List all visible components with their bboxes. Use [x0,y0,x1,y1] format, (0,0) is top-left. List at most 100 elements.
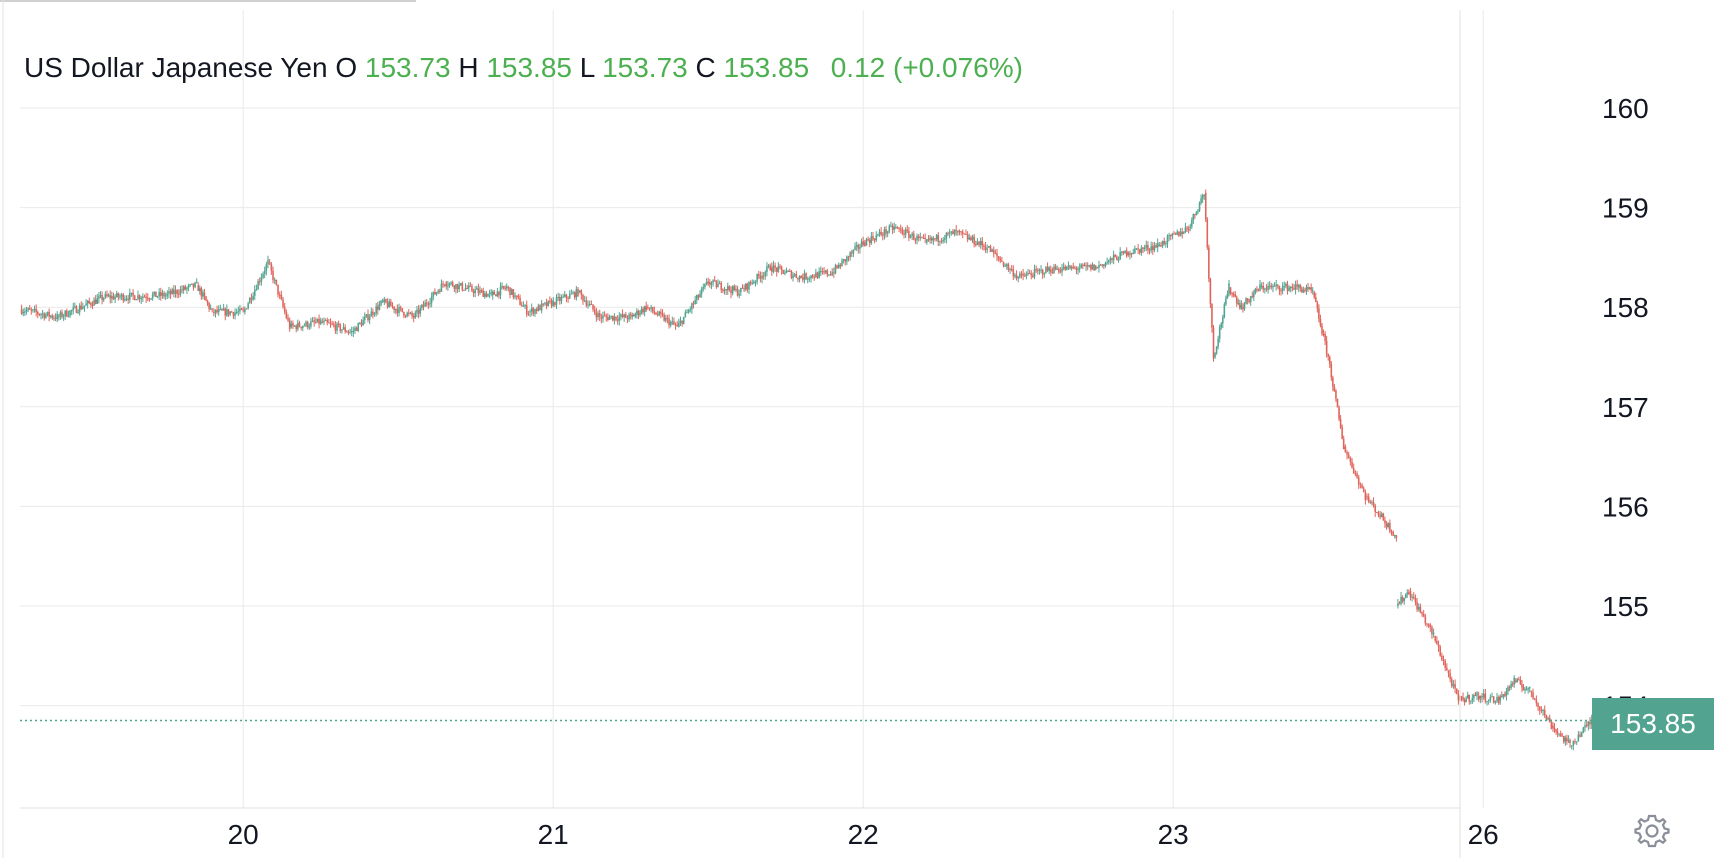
candle-body [150,298,152,300]
candle-body [115,293,118,297]
candle-body [1211,304,1213,328]
candle-body [1043,273,1046,275]
candle-body [921,237,923,239]
candle-body [1395,535,1398,538]
candle-body [375,306,377,314]
candle-body [308,326,311,328]
candle-body [145,296,147,299]
candle-body [1256,288,1258,290]
candle-body [534,309,536,314]
candle-body [1064,266,1067,270]
candle-body [1302,290,1305,293]
candle-body [525,305,528,314]
candle-body [826,270,829,275]
candle-body [357,323,360,331]
candle-body [800,276,802,278]
candle-body [466,288,468,290]
candle-body [842,259,845,261]
candle-body [1325,340,1328,354]
candle-body [997,256,1000,259]
candle-body [475,288,478,290]
candle-body [1225,298,1227,305]
candle-body [927,239,930,241]
candle-body [647,307,649,309]
candle-body [1125,250,1128,256]
candle-body [142,296,144,299]
candle-body [1364,492,1367,500]
candle-body [839,264,842,267]
candle-body [573,292,576,298]
candle-body [917,236,920,238]
candle-body [1127,252,1130,256]
candle-body [1281,286,1284,291]
candle-body [803,273,806,280]
candle-body [530,308,533,312]
candle-body [666,317,669,319]
candle-body [432,291,435,297]
candle-body [321,322,324,324]
candle-body [816,272,819,278]
candle-body [1315,297,1317,303]
y-tick-label: 158 [1602,292,1649,323]
candle-body [1390,531,1393,533]
candle-body [75,306,78,313]
candle-body [45,314,47,318]
candle-body [572,292,574,294]
candle-body [94,299,97,304]
candle-body [367,314,369,321]
candle-body [1153,245,1156,251]
candle-body [24,311,26,313]
candle-body [583,300,586,302]
candle-body [1048,267,1050,271]
candle-body [811,275,814,278]
candle-body [759,276,762,279]
candle-body [955,229,957,231]
candle-body [914,239,917,241]
candle-body [1004,265,1006,267]
candle-body [1356,473,1358,478]
low-label: L [579,52,595,83]
candle-body [726,286,729,291]
candle-body [700,288,703,294]
candle-body [722,290,724,292]
candle-body [411,312,413,317]
candle-body [633,314,635,317]
candle-body [555,297,558,305]
candle-body [1116,256,1118,261]
candle-body [1020,273,1023,275]
candle-body [537,305,540,311]
candle-body [668,318,670,326]
candle-body [38,314,41,316]
candle-body [877,234,879,236]
candle-body [658,311,661,316]
candle-body [1129,253,1131,256]
candle-body [293,325,296,327]
candle-body [593,309,596,313]
candle-body [996,253,998,257]
candle-body [805,273,807,280]
candle-body [1351,461,1353,468]
candle-body [1264,288,1266,290]
candle-body [1111,258,1113,261]
candle-body [67,315,70,317]
candle-body [974,244,977,246]
candle-body [766,266,768,272]
candle-body [1487,700,1490,702]
candle-body [780,266,783,270]
candle-body [267,259,269,265]
candle-body [341,329,343,331]
chart-settings-button[interactable] [1634,812,1670,848]
candle-body [1349,457,1352,462]
candle-body [1299,285,1302,289]
candle-body [1489,697,1492,701]
candle-body [978,241,980,245]
candle-body [54,317,57,319]
candle-body [625,314,627,318]
candle-body [1466,695,1469,699]
candle-body [849,252,851,258]
candle-body [979,241,982,245]
candle-body [326,320,329,323]
candle-body [143,296,146,298]
candle-body [1163,241,1166,244]
candle-body [1442,659,1445,662]
